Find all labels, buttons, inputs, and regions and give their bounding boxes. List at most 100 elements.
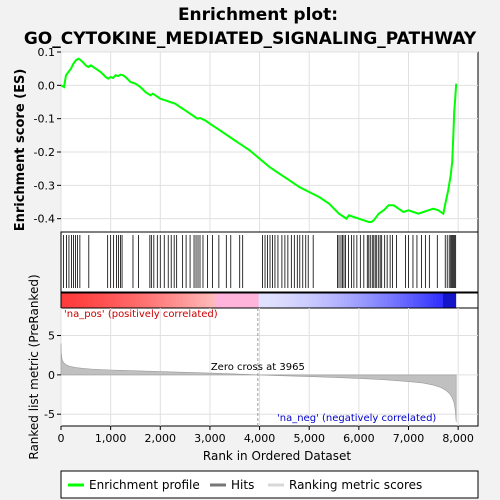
color-bar-segment: [146, 293, 151, 308]
color-bar-segment: [396, 293, 401, 308]
color-bar-segment: [334, 293, 339, 308]
color-bar-segment: [107, 293, 111, 308]
color-bar-segment: [202, 293, 207, 308]
color-bar-segment: [255, 293, 260, 308]
es-tick-label: -0.1: [34, 113, 55, 126]
color-bar-segment: [383, 293, 388, 308]
color-bar-segment: [284, 293, 289, 308]
color-bar-segment: [423, 293, 428, 308]
color-bar-segment: [281, 293, 286, 308]
legend-profile-label: Enrichment profile: [89, 478, 200, 492]
color-bar-segment: [74, 293, 79, 308]
color-bar-segment: [433, 293, 437, 308]
color-bar-segment: [406, 293, 411, 308]
color-bar-segment: [133, 293, 138, 308]
color-bar-segment: [288, 293, 293, 308]
es-tick-label: 0.0: [38, 79, 56, 92]
color-bar-segment: [373, 293, 378, 308]
x-tick-label: 6,000: [343, 432, 375, 445]
metric-tick-label: -5: [44, 408, 55, 421]
color-bar-segment: [248, 293, 253, 308]
color-bar-segment: [64, 293, 69, 308]
color-bar-segment: [130, 293, 135, 308]
es-y-label: Enrichment score (ES): [13, 69, 28, 232]
color-bar-segment: [93, 293, 98, 308]
color-bar-segment: [403, 293, 408, 308]
color-bar-segment: [337, 293, 342, 308]
color-bar-segment: [242, 293, 246, 308]
color-bar-segment: [103, 293, 108, 308]
es-grid: [60, 51, 478, 232]
color-bar-segment: [61, 293, 65, 308]
color-bar-segment: [324, 293, 329, 308]
color-bar-segment: [321, 293, 326, 308]
color-bar-segment: [357, 293, 362, 308]
color-bar-segment: [222, 293, 227, 308]
color-bar-segment: [350, 293, 355, 308]
x-tick-label: 0: [58, 432, 65, 445]
color-bar-segment: [225, 293, 230, 308]
x-tick-label: 3,000: [194, 432, 226, 445]
color-bar-segment: [311, 293, 316, 308]
color-bar-segment: [199, 293, 204, 308]
color-bar-segment: [67, 293, 72, 308]
color-bar-segment: [354, 293, 358, 308]
color-bar-segment: [387, 293, 391, 308]
color-bar-segment: [238, 293, 243, 308]
es-tick-label: -0.2: [34, 146, 55, 159]
color-bar-segment: [84, 293, 88, 308]
color-bar-segment: [120, 293, 125, 308]
metric-tick-label: 0: [48, 369, 55, 382]
es-panel: 0.1 0.0 -0.1 -0.2 -0.3 -0.4: [34, 46, 479, 233]
color-bar-segment: [228, 293, 233, 308]
x-tick-label: 1,000: [95, 432, 127, 445]
color-bar-segment: [275, 293, 279, 308]
color-bar-segment: [186, 293, 191, 308]
color-bar-segment: [153, 293, 158, 308]
color-bar-segment: [390, 293, 395, 308]
color-bar-segment: [77, 293, 82, 308]
color-bar-segment: [87, 293, 92, 308]
color-bar-segment: [149, 293, 154, 308]
color-bar-segment: [265, 293, 270, 308]
color-bar-segment: [347, 293, 352, 308]
x-tick-label: 5,000: [293, 432, 325, 445]
color-bar-segment: [258, 293, 263, 308]
hits-plot-area: [60, 231, 479, 293]
color-bar-segment: [80, 293, 85, 308]
color-bar-segment: [340, 293, 345, 308]
hits-panel: [60, 231, 479, 293]
color-bar-segment: [410, 293, 414, 308]
ranking-metric-area: [60, 343, 457, 423]
color-bar-segment: [166, 293, 171, 308]
legend-scores-label: Ranking metric scores: [289, 478, 422, 492]
color-bar-segment: [140, 293, 144, 308]
legend: Enrichment profile Hits Ranking metric s…: [60, 470, 479, 499]
metric-tick-label: 5: [48, 330, 55, 343]
color-bar-segment: [212, 293, 217, 308]
color-bar-segment: [143, 293, 148, 308]
x-tick-label: 2,000: [145, 432, 177, 445]
color-bar-segment: [327, 293, 332, 308]
color-bar-segment: [110, 293, 115, 308]
color-bar-segment: [123, 293, 128, 308]
color-bar-segment: [100, 293, 105, 308]
color-bar-segment: [370, 293, 375, 308]
color-bar-segment: [196, 293, 200, 308]
es-plot-area: [60, 51, 479, 233]
metric-y-label: Ranked list metric (PreRanked): [27, 274, 41, 459]
x-axis-label: Rank in Ordered Dataset: [203, 449, 351, 463]
color-bar-segment: [380, 293, 385, 308]
hits-ticks: [63, 235, 457, 288]
color-bar-segment: [419, 293, 424, 308]
color-bar-segment: [126, 293, 131, 308]
color-bar-segment: [245, 293, 250, 308]
color-bar-segment: [291, 293, 296, 308]
color-bar-segment: [156, 293, 161, 308]
color-bar-segment: [271, 293, 276, 308]
x-tick-label: 4,000: [244, 432, 276, 445]
color-bar-segment: [251, 293, 256, 308]
color-bar-segment: [136, 293, 141, 308]
color-bar-segment: [278, 293, 283, 308]
